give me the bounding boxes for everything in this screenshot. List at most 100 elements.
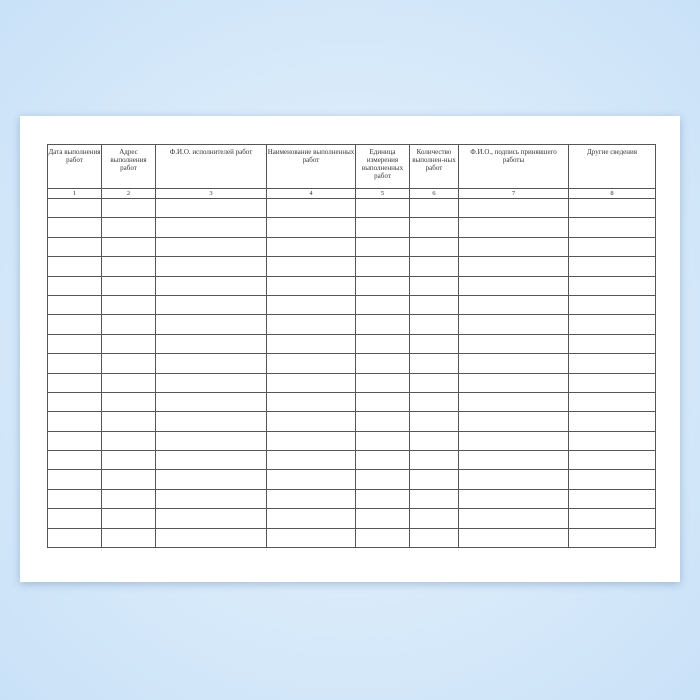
table-cell[interactable] <box>568 488 656 510</box>
table-cell[interactable] <box>155 527 267 549</box>
table-cell[interactable] <box>101 353 156 374</box>
table-cell[interactable] <box>409 508 459 529</box>
table-cell[interactable] <box>101 275 156 296</box>
table-cell[interactable] <box>47 217 102 238</box>
table-cell[interactable] <box>355 236 410 258</box>
table-cell[interactable] <box>355 197 410 219</box>
table-cell[interactable] <box>155 256 267 277</box>
table-cell[interactable] <box>568 527 656 549</box>
table-cell[interactable] <box>101 256 156 277</box>
table-cell[interactable] <box>47 256 102 277</box>
table-cell[interactable] <box>155 469 267 490</box>
table-cell[interactable] <box>458 391 569 413</box>
table-cell[interactable] <box>47 197 102 219</box>
table-cell[interactable] <box>101 197 156 219</box>
table-cell[interactable] <box>409 314 459 335</box>
table-cell[interactable] <box>355 217 410 238</box>
table-cell[interactable] <box>47 508 102 529</box>
table-cell[interactable] <box>458 508 569 529</box>
table-cell[interactable] <box>47 275 102 296</box>
table-cell[interactable] <box>355 275 410 296</box>
table-cell[interactable] <box>458 294 569 316</box>
table-cell[interactable] <box>355 411 410 432</box>
table-cell[interactable] <box>409 372 459 393</box>
table-cell[interactable] <box>47 353 102 374</box>
table-cell[interactable] <box>266 275 356 296</box>
table-cell[interactable] <box>458 430 569 452</box>
table-cell[interactable] <box>47 372 102 393</box>
table-cell[interactable] <box>568 469 656 490</box>
table-cell[interactable] <box>458 353 569 374</box>
table-cell[interactable] <box>568 197 656 219</box>
table-cell[interactable] <box>568 411 656 432</box>
table-cell[interactable] <box>458 488 569 510</box>
table-cell[interactable] <box>458 236 569 258</box>
table-cell[interactable] <box>409 294 459 316</box>
table-cell[interactable] <box>355 353 410 374</box>
table-cell[interactable] <box>568 333 656 355</box>
table-cell[interactable] <box>355 391 410 413</box>
table-cell[interactable] <box>266 372 356 393</box>
table-cell[interactable] <box>47 411 102 432</box>
table-cell[interactable] <box>568 294 656 316</box>
table-cell[interactable] <box>155 372 267 393</box>
table-cell[interactable] <box>458 411 569 432</box>
table-cell[interactable] <box>568 256 656 277</box>
table-cell[interactable] <box>355 372 410 393</box>
table-cell[interactable] <box>458 469 569 490</box>
table-cell[interactable] <box>155 411 267 432</box>
table-cell[interactable] <box>568 217 656 238</box>
table-cell[interactable] <box>355 527 410 549</box>
table-cell[interactable] <box>47 314 102 335</box>
table-cell[interactable] <box>409 527 459 549</box>
table-cell[interactable] <box>266 333 356 355</box>
table-cell[interactable] <box>409 256 459 277</box>
table-cell[interactable] <box>568 391 656 413</box>
table-cell[interactable] <box>101 450 156 471</box>
table-cell[interactable] <box>101 469 156 490</box>
table-cell[interactable] <box>47 527 102 549</box>
table-cell[interactable] <box>101 488 156 510</box>
table-cell[interactable] <box>155 236 267 258</box>
table-cell[interactable] <box>101 527 156 549</box>
table-cell[interactable] <box>266 469 356 490</box>
table-cell[interactable] <box>409 197 459 219</box>
table-cell[interactable] <box>458 217 569 238</box>
table-cell[interactable] <box>101 430 156 452</box>
table-cell[interactable] <box>101 236 156 258</box>
table-cell[interactable] <box>47 333 102 355</box>
table-cell[interactable] <box>355 294 410 316</box>
table-cell[interactable] <box>47 488 102 510</box>
table-cell[interactable] <box>155 314 267 335</box>
table-cell[interactable] <box>409 275 459 296</box>
table-cell[interactable] <box>458 314 569 335</box>
table-cell[interactable] <box>355 469 410 490</box>
table-cell[interactable] <box>568 430 656 452</box>
table-cell[interactable] <box>101 391 156 413</box>
table-cell[interactable] <box>355 488 410 510</box>
table-cell[interactable] <box>355 256 410 277</box>
table-cell[interactable] <box>568 450 656 471</box>
table-cell[interactable] <box>155 197 267 219</box>
table-cell[interactable] <box>101 294 156 316</box>
table-cell[interactable] <box>266 527 356 549</box>
table-cell[interactable] <box>47 450 102 471</box>
table-cell[interactable] <box>568 353 656 374</box>
table-cell[interactable] <box>101 314 156 335</box>
table-cell[interactable] <box>568 508 656 529</box>
table-cell[interactable] <box>458 197 569 219</box>
table-cell[interactable] <box>155 391 267 413</box>
table-cell[interactable] <box>409 236 459 258</box>
table-cell[interactable] <box>155 333 267 355</box>
table-cell[interactable] <box>266 294 356 316</box>
table-cell[interactable] <box>568 372 656 393</box>
table-cell[interactable] <box>409 488 459 510</box>
table-cell[interactable] <box>409 391 459 413</box>
table-cell[interactable] <box>101 217 156 238</box>
table-cell[interactable] <box>266 217 356 238</box>
table-cell[interactable] <box>155 217 267 238</box>
table-cell[interactable] <box>458 256 569 277</box>
table-cell[interactable] <box>101 508 156 529</box>
table-cell[interactable] <box>266 411 356 432</box>
table-cell[interactable] <box>155 450 267 471</box>
